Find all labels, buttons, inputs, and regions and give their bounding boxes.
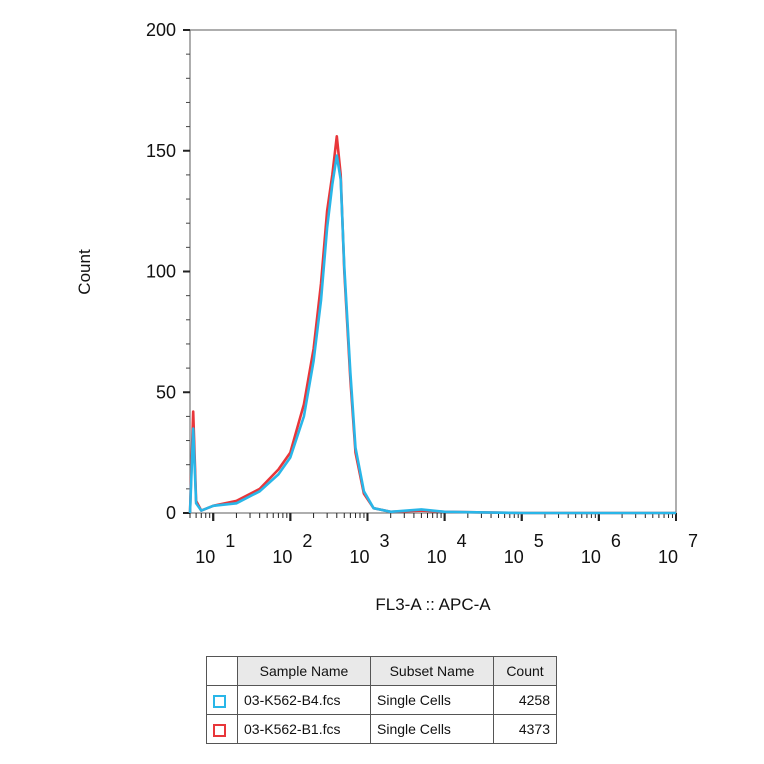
table-row: 03-K562-B1.fcs Single Cells 4373 — [206, 714, 557, 744]
plot-frame — [189, 29, 677, 514]
x-tick-label: 10 — [504, 547, 524, 567]
x-axis: 10 1 10 2 10 3 10 4 10 5 10 6 10 7 — [189, 513, 698, 567]
x-tick-label: 10 — [581, 547, 601, 567]
x-tick-label: 10 — [195, 547, 215, 567]
series-line — [188, 154, 676, 515]
legend-swatch-cell — [206, 714, 238, 744]
x-tick-label: 10 — [349, 547, 369, 567]
x-tick-exponent: 6 — [611, 531, 621, 551]
y-tick-label: 100 — [146, 262, 176, 282]
y-tick-label: 50 — [156, 382, 176, 402]
x-tick-exponent: 7 — [688, 531, 698, 551]
sample-name-cell: 03-K562-B4.fcs — [237, 685, 371, 715]
series-layer — [188, 135, 676, 515]
legend-swatch-icon — [213, 694, 226, 708]
x-tick-exponent: 3 — [379, 531, 389, 551]
x-axis-title: FL3-A :: APC-A — [375, 595, 491, 614]
legend-swatch-icon — [213, 723, 226, 737]
y-tick-label: 150 — [146, 141, 176, 161]
subset-name-cell: Single Cells — [370, 714, 494, 744]
sample-name-cell: 03-K562-B1.fcs — [237, 714, 371, 744]
table-header-row: Sample Name Subset Name Count — [206, 656, 557, 686]
count-cell: 4373 — [493, 714, 557, 744]
count-cell: 4258 — [493, 685, 557, 715]
x-tick-exponent: 1 — [225, 531, 235, 551]
series-line — [188, 135, 676, 515]
table-row: 03-K562-B4.fcs Single Cells 4258 — [206, 685, 557, 715]
x-tick-label: 10 — [658, 547, 678, 567]
x-tick-exponent: 2 — [302, 531, 312, 551]
y-axis-title: Count — [75, 249, 94, 295]
histogram-chart: 0 50 100 150 200 10 1 10 2 10 3 10 4 10 5 10 6 10 7 Count… — [75, 20, 698, 614]
y-tick-label: 200 — [146, 20, 176, 40]
subset-name-cell: Single Cells — [370, 685, 494, 715]
y-tick-label: 0 — [166, 503, 176, 523]
x-tick-exponent: 5 — [534, 531, 544, 551]
column-header-count: Count — [493, 656, 557, 686]
y-axis: 0 50 100 150 200 — [146, 20, 190, 523]
x-tick-label: 10 — [427, 547, 447, 567]
column-header-sample-name: Sample Name — [237, 656, 371, 686]
column-header-subset-name: Subset Name — [370, 656, 494, 686]
swatch-column-header — [206, 656, 238, 686]
legend-swatch-cell — [206, 685, 238, 715]
sample-table: Sample Name Subset Name Count 03-K562-B4… — [206, 656, 557, 744]
x-tick-exponent: 4 — [457, 531, 467, 551]
x-tick-label: 10 — [272, 547, 292, 567]
